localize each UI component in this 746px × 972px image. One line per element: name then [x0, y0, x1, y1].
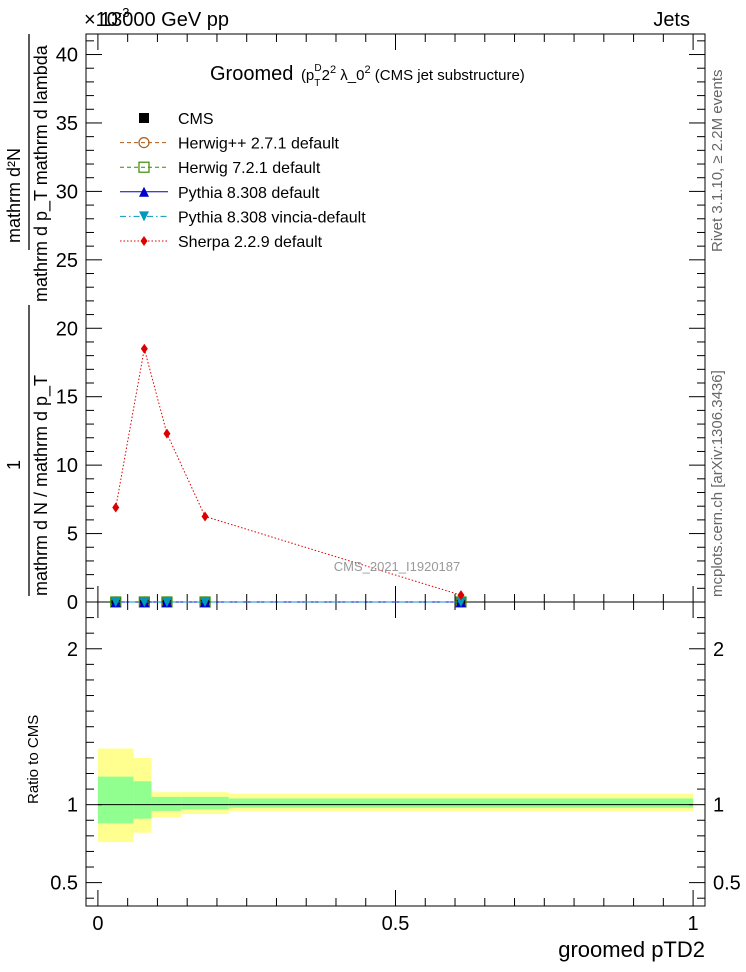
ratio-band-inner — [97, 776, 134, 824]
y-tick-label: 15 — [56, 387, 78, 409]
legend-marker — [140, 236, 148, 246]
y-tick-label: 20 — [56, 318, 78, 340]
legend-item: CMS — [139, 111, 214, 128]
y-tick-label: 30 — [56, 181, 78, 203]
data-point — [140, 343, 148, 354]
mcplots-label: mcplots.cern.ch [arXiv:1306.3436] — [709, 370, 726, 597]
ratio-y-tick-label: 2 — [67, 639, 78, 661]
main-y-ticks: 0 5 10 15 20 25 30 35 40 — [56, 40, 705, 614]
ratio-band-inner — [181, 796, 229, 810]
ylabel-denominator: mathrm d p_T mathrm d lambda — [31, 44, 52, 302]
data-point — [163, 428, 171, 439]
ratio-y-tick-label-right: 2 — [713, 639, 724, 661]
data-point — [112, 502, 120, 513]
category-label: Jets — [653, 9, 690, 31]
ratio-y-tick-label: 0.5 — [50, 873, 78, 895]
plot-title: Groomed (pTD22 λ_02 (CMS jet substructur… — [210, 63, 525, 89]
ratio-band-inner — [133, 781, 152, 819]
main-y-axis-label: mathrm d²N mathrm d p_T mathrm d lambda … — [4, 34, 52, 596]
legend-item: Pythia 8.308 default — [120, 185, 320, 202]
legend-label: Herwig++ 2.7.1 default — [178, 136, 340, 153]
ylabel-numerator: mathrm d²N — [4, 148, 24, 243]
ratio-y-tick-label-right: 0.5 — [713, 873, 741, 895]
data-point — [200, 597, 211, 607]
legend-label: Pythia 8.308 vincia-default — [178, 209, 366, 226]
ratio-band-inner — [151, 796, 182, 811]
energy-label: 13000 GeV pp — [100, 9, 229, 31]
ratio-band-inner — [228, 798, 694, 808]
ylabel-one: 1 — [4, 460, 24, 470]
series-4 — [110, 597, 466, 607]
x-tick-label: 0.5 — [382, 913, 410, 935]
x-tick-label: 1 — [688, 913, 699, 935]
legend-marker — [139, 211, 149, 222]
legend-marker — [139, 113, 149, 123]
legend-label: CMS — [178, 111, 214, 128]
ratio-y-tick-label: 1 — [67, 795, 78, 817]
legend-label: Sherpa 2.2.9 default — [178, 234, 323, 251]
data-point — [455, 597, 466, 607]
watermark: CMS_2021_I1920187 — [334, 559, 461, 574]
y-tick-label: 40 — [56, 45, 78, 67]
ratio-plot-frame — [85, 601, 706, 907]
y-tick-label: 25 — [56, 250, 78, 272]
rivet-label: Rivet 3.1.10, ≥ 2.2M events — [709, 70, 726, 253]
ratio-y-ticks: 0.5 0.5 1 1 2 2 — [50, 617, 741, 899]
legend-marker — [138, 161, 150, 173]
y-tick-label: 0 — [67, 592, 78, 614]
legend-marker — [139, 186, 149, 197]
legend-item: Pythia 8.308 vincia-default — [120, 209, 366, 226]
ylabel-lower: mathrm d N / mathrm d p_T — [31, 375, 52, 596]
legend-item: Herwig++ 2.7.1 default — [120, 136, 340, 153]
data-point — [110, 597, 121, 607]
data-point — [201, 511, 209, 522]
series-5 — [112, 343, 465, 601]
legend-marker — [138, 137, 150, 149]
ratio-bands — [97, 748, 694, 843]
ratio-y-tick-label-right: 1 — [713, 795, 724, 817]
legend-label: Herwig 7.2.1 default — [178, 160, 321, 177]
legend-item: Sherpa 2.2.9 default — [120, 234, 323, 251]
legend: CMS Herwig++ 2.7.1 default Herwig 7.2.1 de… — [120, 111, 366, 251]
data-point — [139, 597, 150, 607]
legend-item: Herwig 7.2.1 default — [120, 160, 321, 177]
series-layer — [110, 343, 467, 608]
x-ticks: 0 0.5 1 — [92, 34, 699, 935]
x-tick-label: 0 — [92, 913, 103, 935]
y-tick-label: 10 — [56, 455, 78, 477]
ratio-y-axis-label: Ratio to CMS — [25, 715, 42, 804]
legend-label: Pythia 8.308 default — [178, 185, 320, 202]
y-tick-label: 5 — [67, 524, 78, 546]
exponent-label: ×10-3 — [84, 5, 130, 31]
data-point — [457, 590, 465, 601]
data-point — [161, 597, 172, 607]
y-tick-label: 35 — [56, 113, 78, 135]
x-axis-label: groomed pTD2 — [558, 937, 705, 962]
